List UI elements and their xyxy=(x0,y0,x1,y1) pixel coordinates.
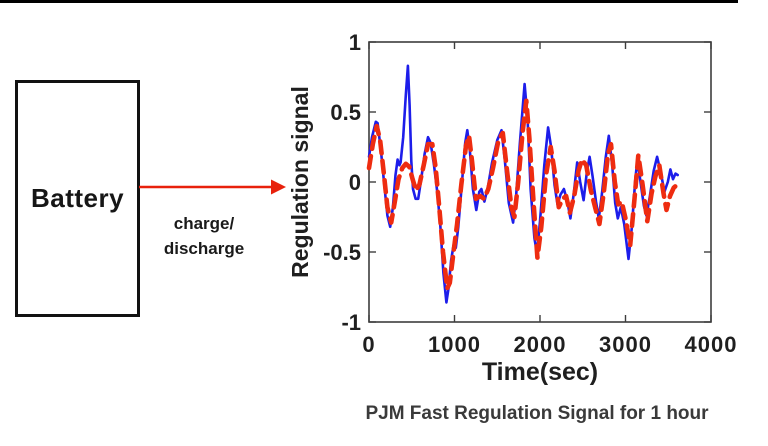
y-tick-label: 0.5 xyxy=(330,100,361,125)
charge-arrow xyxy=(139,179,286,195)
x-tick-label: 0 xyxy=(362,332,375,357)
top-border-rule xyxy=(0,0,738,3)
regulation-signal-filtered-line xyxy=(366,98,680,291)
y-tick-label: 0 xyxy=(349,170,361,195)
y-tick-label: -1 xyxy=(341,310,361,335)
charge-arrow-head xyxy=(271,179,286,195)
x-tick-label: 2000 xyxy=(514,332,567,357)
y-tick-label: -0.5 xyxy=(323,240,361,265)
arrow-label-line1: charge/ xyxy=(173,214,235,233)
y-tick-label: 1 xyxy=(349,30,361,55)
arrow-label-line2: discharge xyxy=(163,238,245,258)
y-axis-label: Regulation signal xyxy=(287,86,313,278)
battery-box: Battery xyxy=(15,80,140,317)
figure-caption: PJM Fast Regulation Signal for 1 hour xyxy=(365,403,709,424)
x-tick-label: 1000 xyxy=(428,332,481,357)
arrow-label: charge/ discharge xyxy=(148,212,260,261)
x-tick-label: 4000 xyxy=(685,332,738,357)
x-tick-label: 3000 xyxy=(599,332,652,357)
battery-label: Battery xyxy=(30,183,125,213)
x-axis-label: Time(sec) xyxy=(481,358,599,386)
